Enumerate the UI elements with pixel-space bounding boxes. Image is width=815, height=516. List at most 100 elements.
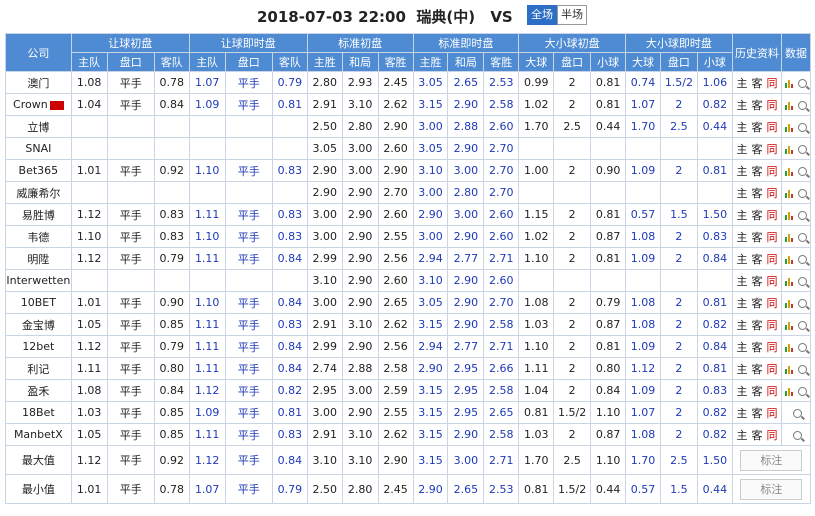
home-history-link[interactable]: 主: [736, 428, 748, 442]
home-history-link[interactable]: 主: [736, 142, 748, 156]
same-history-link[interactable]: 同: [766, 296, 778, 310]
company-cell[interactable]: 利记: [5, 357, 72, 380]
company-name[interactable]: 威廉希尔: [16, 186, 61, 200]
away-history-link[interactable]: 客: [751, 428, 763, 442]
away-history-link[interactable]: 客: [751, 318, 763, 332]
same-history-link[interactable]: 同: [766, 428, 778, 442]
search-icon[interactable]: [798, 166, 808, 176]
company-cell[interactable]: 盈禾: [5, 379, 72, 402]
company-name[interactable]: 12bet: [22, 340, 55, 353]
company-name[interactable]: 澳门: [27, 76, 50, 90]
company-name[interactable]: Interwetten: [6, 274, 71, 287]
away-history-link[interactable]: 客: [751, 252, 763, 266]
search-icon[interactable]: [798, 210, 808, 220]
annotate-button[interactable]: 标注: [740, 478, 803, 500]
same-history-link[interactable]: 同: [766, 98, 778, 112]
same-history-link[interactable]: 同: [766, 252, 778, 266]
away-history-link[interactable]: 客: [751, 98, 763, 112]
home-history-link[interactable]: 主: [736, 362, 748, 376]
search-icon[interactable]: [798, 364, 808, 374]
bar-chart-icon[interactable]: [785, 145, 795, 154]
company-name[interactable]: 利记: [27, 362, 50, 376]
same-history-link[interactable]: 同: [766, 76, 778, 90]
search-icon[interactable]: [798, 342, 808, 352]
company-cell[interactable]: 威廉希尔: [5, 181, 72, 204]
company-name[interactable]: 金宝博: [21, 318, 55, 332]
company-cell[interactable]: 澳门: [5, 71, 72, 94]
away-history-link[interactable]: 客: [751, 296, 763, 310]
same-history-link[interactable]: 同: [766, 208, 778, 222]
same-history-link[interactable]: 同: [766, 362, 778, 376]
away-history-link[interactable]: 客: [751, 142, 763, 156]
home-history-link[interactable]: 主: [736, 120, 748, 134]
search-icon[interactable]: [793, 430, 803, 440]
search-icon[interactable]: [798, 122, 808, 132]
search-icon[interactable]: [798, 254, 808, 264]
half-time-button[interactable]: 半场: [557, 5, 587, 25]
company-cell[interactable]: 12bet: [5, 335, 72, 358]
company-name[interactable]: 明陞: [27, 252, 50, 266]
company-name[interactable]: ManbetX: [13, 428, 63, 441]
home-history-link[interactable]: 主: [736, 230, 748, 244]
search-icon[interactable]: [798, 320, 808, 330]
search-icon[interactable]: [798, 386, 808, 396]
same-history-link[interactable]: 同: [766, 230, 778, 244]
company-name[interactable]: 盈禾: [27, 384, 50, 398]
search-icon[interactable]: [798, 298, 808, 308]
home-history-link[interactable]: 主: [736, 252, 748, 266]
bar-chart-icon[interactable]: [785, 299, 795, 308]
company-name[interactable]: Bet365: [18, 164, 59, 177]
same-history-link[interactable]: 同: [766, 274, 778, 288]
bar-chart-icon[interactable]: [785, 211, 795, 220]
search-icon[interactable]: [798, 78, 808, 88]
same-history-link[interactable]: 同: [766, 120, 778, 134]
company-name[interactable]: SNAI: [25, 142, 52, 155]
search-icon[interactable]: [798, 100, 808, 110]
bar-chart-icon[interactable]: [785, 343, 795, 352]
company-cell[interactable]: 明陞: [5, 247, 72, 270]
away-history-link[interactable]: 客: [751, 340, 763, 354]
bar-chart-icon[interactable]: [785, 277, 795, 286]
same-history-link[interactable]: 同: [766, 340, 778, 354]
company-cell[interactable]: ManbetX: [5, 423, 72, 446]
company-cell[interactable]: 10BET: [5, 291, 72, 314]
home-history-link[interactable]: 主: [736, 318, 748, 332]
away-history-link[interactable]: 客: [751, 186, 763, 200]
bar-chart-icon[interactable]: [785, 233, 795, 242]
home-history-link[interactable]: 主: [736, 340, 748, 354]
home-history-link[interactable]: 主: [736, 208, 748, 222]
away-history-link[interactable]: 客: [751, 274, 763, 288]
company-cell[interactable]: 金宝博: [5, 313, 72, 336]
bar-chart-icon[interactable]: [785, 79, 795, 88]
company-name[interactable]: Crown: [13, 98, 48, 111]
company-name[interactable]: 韦德: [27, 230, 50, 244]
home-history-link[interactable]: 主: [736, 186, 748, 200]
search-icon[interactable]: [798, 276, 808, 286]
away-history-link[interactable]: 客: [751, 406, 763, 420]
home-history-link[interactable]: 主: [736, 76, 748, 90]
bar-chart-icon[interactable]: [785, 365, 795, 374]
home-history-link[interactable]: 主: [736, 406, 748, 420]
home-history-link[interactable]: 主: [736, 274, 748, 288]
home-history-link[interactable]: 主: [736, 384, 748, 398]
away-history-link[interactable]: 客: [751, 384, 763, 398]
away-history-link[interactable]: 客: [751, 120, 763, 134]
bar-chart-icon[interactable]: [785, 321, 795, 330]
bar-chart-icon[interactable]: [785, 387, 795, 396]
same-history-link[interactable]: 同: [766, 164, 778, 178]
search-icon[interactable]: [798, 188, 808, 198]
company-cell[interactable]: 立博: [5, 115, 72, 138]
same-history-link[interactable]: 同: [766, 318, 778, 332]
same-history-link[interactable]: 同: [766, 142, 778, 156]
company-cell[interactable]: 易胜博: [5, 203, 72, 226]
search-icon[interactable]: [798, 232, 808, 242]
company-cell[interactable]: Bet365: [5, 159, 72, 182]
home-history-link[interactable]: 主: [736, 296, 748, 310]
company-cell[interactable]: Interwetten: [5, 269, 72, 292]
company-cell[interactable]: SNAI: [5, 137, 72, 160]
away-history-link[interactable]: 客: [751, 362, 763, 376]
same-history-link[interactable]: 同: [766, 406, 778, 420]
away-history-link[interactable]: 客: [751, 208, 763, 222]
away-history-link[interactable]: 客: [751, 230, 763, 244]
company-name[interactable]: 易胜博: [21, 208, 55, 222]
